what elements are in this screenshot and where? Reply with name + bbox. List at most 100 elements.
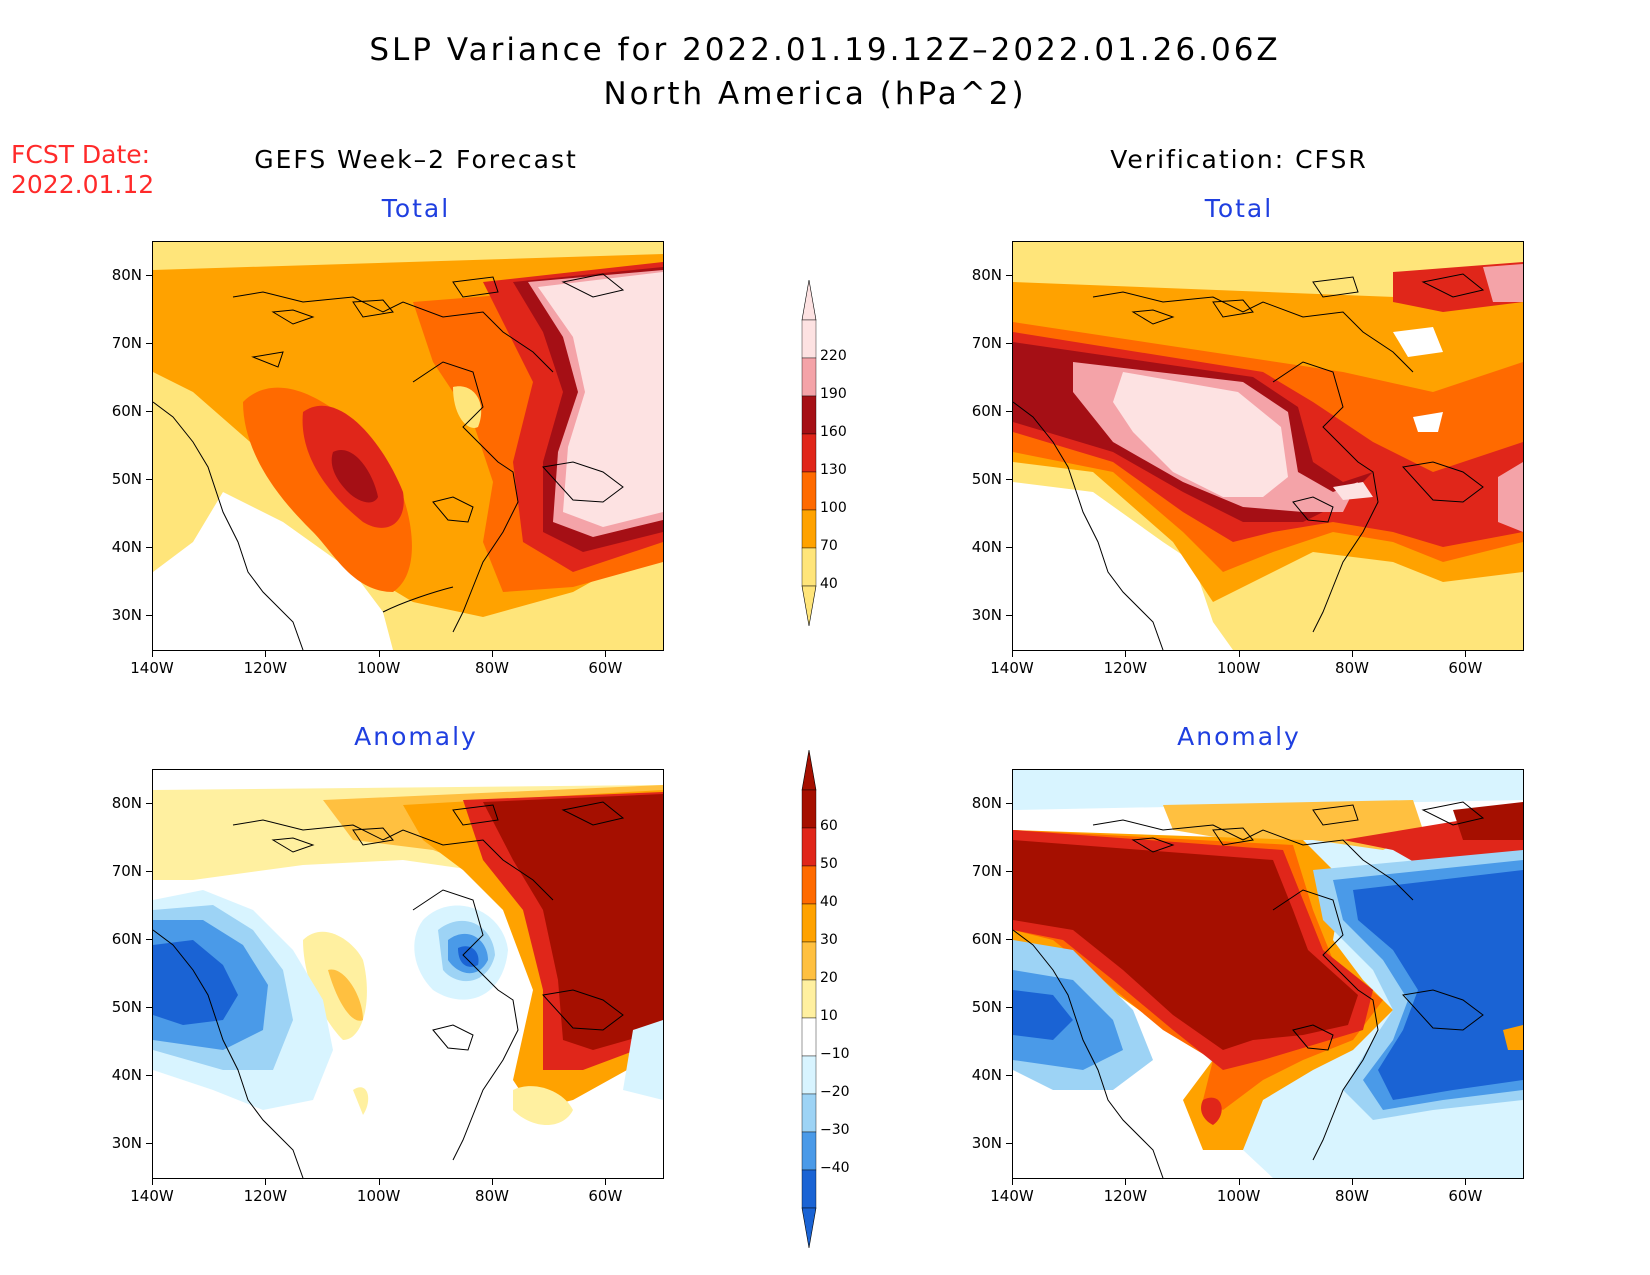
lat-tick [146, 479, 152, 480]
colorbar-anomaly-swatch [801, 1017, 817, 1057]
lon-tick-label: 80W [1335, 1187, 1369, 1205]
lon-tick [492, 1179, 493, 1185]
colorbar-total-label: 220 [820, 348, 847, 364]
colorbar-anomaly-swatch [801, 1055, 817, 1095]
lon-tick [265, 1179, 267, 1185]
lon-tick [1352, 651, 1353, 657]
colorbar-anomaly-label: 30 [820, 932, 838, 948]
fcst-date-label: FCST Date: [11, 140, 151, 169]
colorbar-anomaly-label: 10 [820, 1008, 838, 1024]
lat-tick-label: 30N [971, 606, 1002, 624]
lon-tick [1012, 1179, 1013, 1185]
lon-tick [492, 651, 493, 657]
colorbar-total-label: 40 [820, 576, 838, 592]
colorbar-total-label: 70 [820, 538, 838, 554]
lon-tick-label: 80W [475, 1187, 509, 1205]
colorbar-anomaly-swatch [801, 1093, 817, 1133]
lon-tick-label: 120W [243, 1187, 288, 1205]
lat-tick [146, 803, 152, 804]
lat-tick [1006, 547, 1012, 548]
lat-tick-label: 80N [971, 794, 1002, 812]
panel-title-bottom-right: Anomaly [1177, 722, 1301, 751]
lat-tick [1006, 411, 1012, 412]
lat-tick [146, 871, 152, 872]
lon-tick-label: 100W [1216, 659, 1261, 677]
lon-tick-label: 60W [1448, 1187, 1483, 1205]
colorbar-total-swatch [801, 509, 817, 549]
colorbar-total [801, 280, 817, 627]
colorbar-total-swatch [801, 433, 817, 473]
lon-tick [1125, 1179, 1127, 1185]
lat-tick-label: 40N [111, 1066, 142, 1084]
colorbar-total-swatch [801, 319, 817, 359]
colorbar-total-swatch [801, 357, 817, 397]
colorbar-anomaly [801, 750, 817, 1249]
colorbar-anomaly-label: 60 [820, 818, 838, 834]
colorbar-total-swatch [801, 547, 817, 587]
lat-tick-label: 30N [971, 1134, 1002, 1152]
lat-tick-label: 80N [111, 794, 142, 812]
lon-tick [1465, 1179, 1467, 1185]
lat-tick-label: 70N [111, 334, 142, 352]
colorbar-total-swatch [801, 471, 817, 511]
lat-tick [1006, 803, 1012, 804]
right-column-title: Verification: CFSR [1110, 145, 1368, 174]
lon-tick [152, 1179, 153, 1185]
colorbar-anomaly-swatch [801, 789, 817, 829]
lat-tick-label: 60N [971, 930, 1002, 948]
colorbar-total-label: 160 [820, 424, 847, 440]
lat-tick [146, 615, 152, 616]
lat-tick [1006, 871, 1012, 872]
colorbar-anomaly-label: −20 [820, 1084, 850, 1100]
map-panel-verification-total [1012, 241, 1524, 651]
lat-tick-label: 60N [111, 930, 142, 948]
lon-tick-label: 140W [990, 659, 1034, 677]
colorbar-anomaly-swatch [801, 865, 817, 905]
lon-tick [378, 1179, 380, 1185]
lon-tick-label: 120W [1103, 659, 1148, 677]
colorbar-anomaly-label: 50 [820, 856, 838, 872]
lat-tick-label: 80N [971, 266, 1002, 284]
colorbar-anomaly-label: −40 [820, 1160, 850, 1176]
lon-tick-label: 60W [1448, 659, 1483, 677]
forecast-anomaly-field [153, 770, 663, 1178]
verification-anomaly-field [1013, 770, 1523, 1178]
colorbar-total-top-arrow [801, 280, 817, 321]
panel-title-top-right: Total [1204, 194, 1274, 223]
lon-tick-label: 60W [588, 659, 623, 677]
lat-tick [146, 275, 152, 276]
lat-tick-label: 40N [971, 538, 1002, 556]
colorbar-anomaly-label: −10 [820, 1046, 850, 1062]
lat-tick-label: 50N [111, 998, 142, 1016]
lat-tick-label: 60N [111, 402, 142, 420]
lat-tick-label: 50N [971, 998, 1002, 1016]
colorbar-total-bottom-arrow [801, 585, 817, 627]
left-column-title: GEFS Week–2 Forecast [254, 145, 578, 174]
lon-tick [1238, 1179, 1240, 1185]
lon-tick-label: 120W [243, 659, 288, 677]
lon-tick-label: 140W [990, 1187, 1034, 1205]
lon-tick-label: 100W [356, 1187, 401, 1205]
colorbar-total-label: 100 [820, 500, 847, 516]
lon-tick-label: 100W [356, 659, 401, 677]
lat-tick [146, 343, 152, 344]
lon-tick-label: 80W [1335, 659, 1369, 677]
lat-tick-label: 40N [971, 1066, 1002, 1084]
forecast-total-field [153, 242, 663, 650]
colorbar-anomaly-label: 40 [820, 894, 838, 910]
lat-tick-label: 50N [971, 470, 1002, 488]
lon-tick [1125, 651, 1127, 657]
map-panel-forecast-anomaly [152, 769, 664, 1179]
panel-title-top-left: Total [381, 194, 451, 223]
lon-tick [1352, 1179, 1353, 1185]
lon-tick-label: 140W [130, 1187, 174, 1205]
lat-tick [146, 411, 152, 412]
colorbar-total-label: 190 [820, 386, 847, 402]
chart-subtitle: North America (hPa^2) [603, 76, 1027, 112]
lat-tick-label: 70N [971, 334, 1002, 352]
lon-tick-label: 140W [130, 659, 174, 677]
lon-tick [265, 651, 267, 657]
lat-tick-label: 30N [111, 606, 142, 624]
lon-tick [1465, 651, 1467, 657]
colorbar-anomaly-swatch [801, 1131, 817, 1171]
